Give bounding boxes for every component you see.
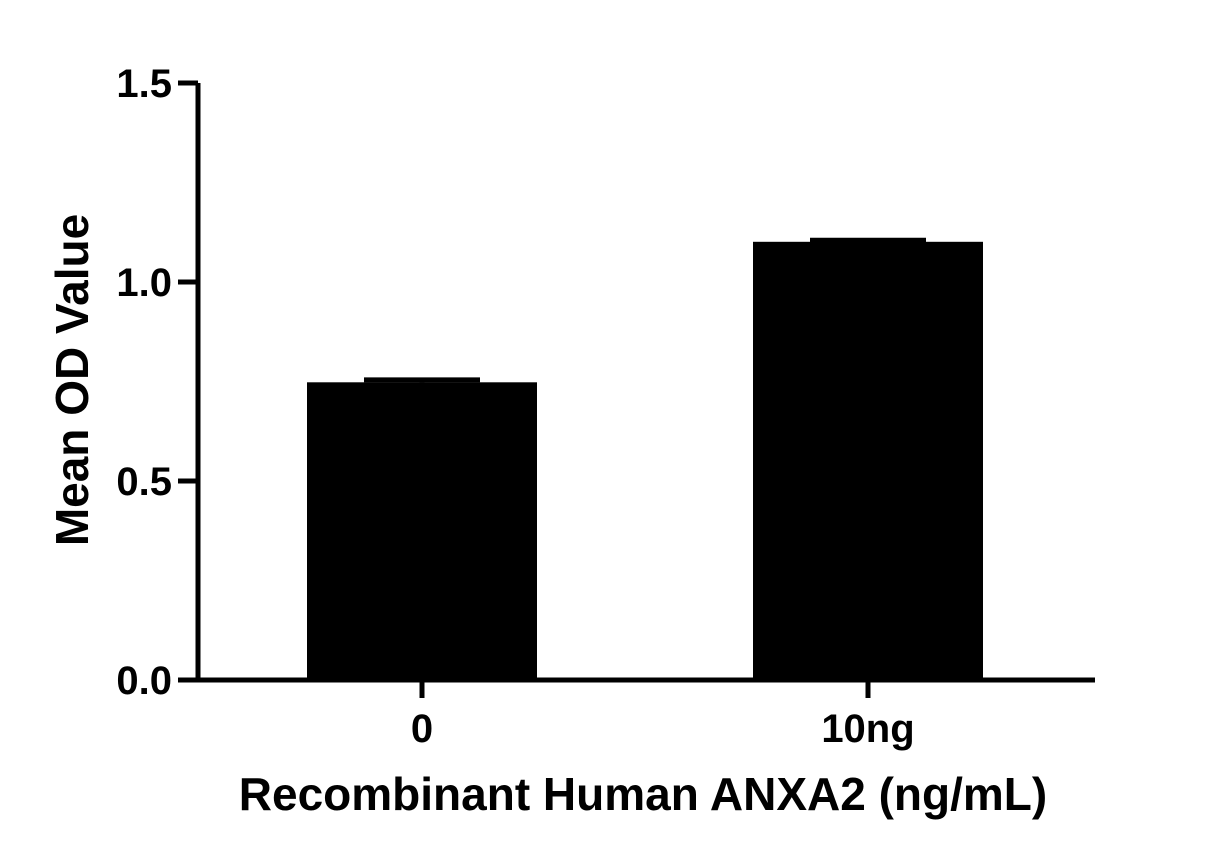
y-ticks: 0.0 0.5 1.0 1.5 (116, 62, 198, 703)
bars-layer (307, 237, 983, 680)
bar-10ng (753, 241, 983, 680)
y-tick-label: 1.5 (116, 62, 172, 106)
x-tick-label: 0 (411, 707, 433, 751)
y-tick-label: 1.0 (116, 261, 172, 305)
x-axis-label: Recombinant Human ANXA2 (ng/mL) (239, 768, 1047, 820)
bar-0 (307, 382, 537, 680)
axes-layer (195, 83, 1095, 683)
x-ticks: 0 10ng (411, 680, 915, 751)
y-axis-label: Mean OD Value (46, 214, 98, 546)
x-tick-label: 10ng (821, 707, 914, 751)
y-tick-label: 0.5 (116, 460, 172, 504)
y-tick-label: 0.0 (116, 659, 172, 703)
